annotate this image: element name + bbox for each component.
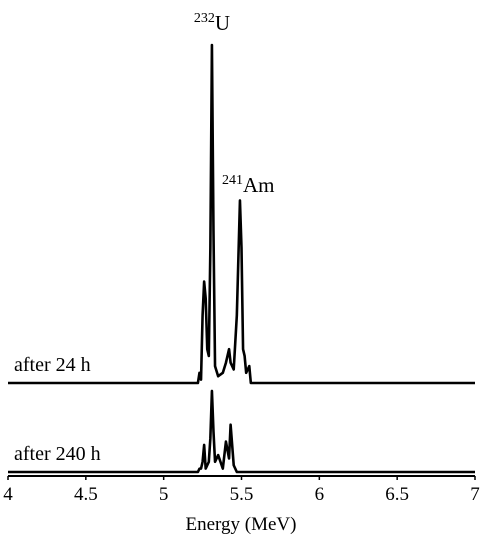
peak-mass-number: 232: [194, 11, 215, 26]
peak-label: 241Am: [222, 173, 275, 197]
peak-label: 232U: [194, 11, 230, 35]
series-label: after 24 h: [14, 354, 91, 376]
peak-mass-number: 241: [222, 173, 243, 188]
x-tick-label: 6.5: [385, 484, 409, 505]
peak-element: U: [215, 11, 230, 35]
x-tick-label: 5: [159, 484, 169, 505]
x-axis-title: Energy (MeV): [186, 514, 297, 535]
series-label: after 240 h: [14, 443, 101, 465]
spectrum-line: [8, 43, 475, 385]
x-tick-label: 6: [315, 484, 325, 505]
peak-element: Am: [243, 173, 275, 197]
x-tick-label: 5.5: [230, 484, 254, 505]
spectrum-line: [8, 389, 475, 474]
x-tick-label: 4: [3, 484, 13, 505]
x-tick-label: 7: [470, 484, 480, 505]
x-tick-label: 4.5: [74, 484, 98, 505]
